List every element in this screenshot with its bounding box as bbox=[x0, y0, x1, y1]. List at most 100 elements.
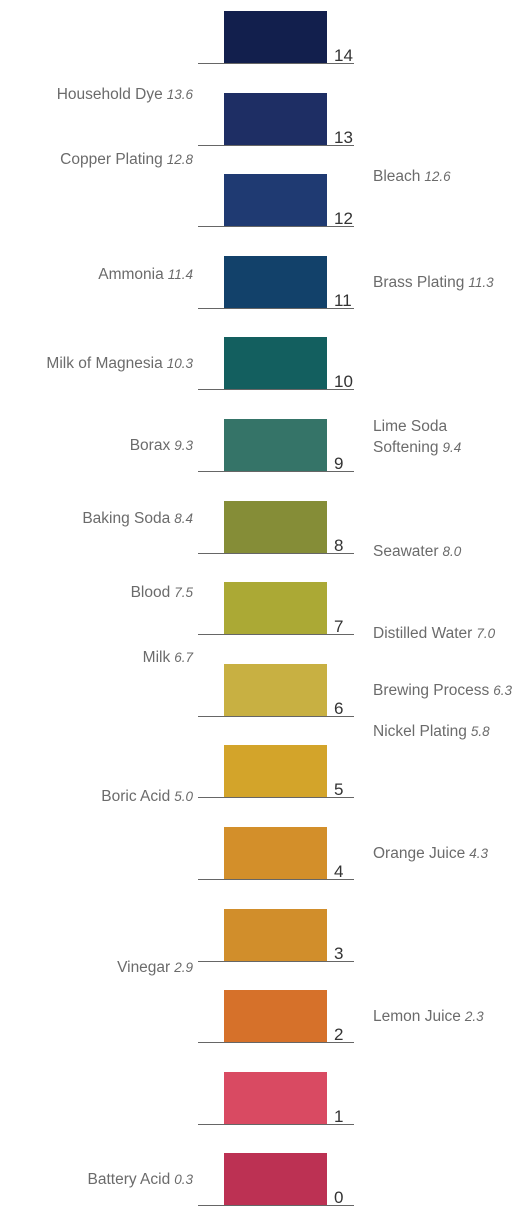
substance-ph-value: 12.8 bbox=[166, 152, 193, 168]
substance-name: Nickel Plating bbox=[373, 722, 467, 740]
substance-label: Boric Acid 5.0 bbox=[101, 787, 193, 808]
substance-name: Battery Acid bbox=[87, 1171, 171, 1189]
ph-number-2: 2 bbox=[334, 1025, 344, 1045]
ph-swatch-9 bbox=[224, 419, 327, 471]
substance-ph-value: 12.6 bbox=[424, 168, 451, 184]
ph-baseline-4 bbox=[198, 879, 354, 880]
ph-baseline-1 bbox=[198, 1123, 354, 1125]
substance-ph-value: 9.3 bbox=[174, 438, 193, 454]
ph-baseline-7 bbox=[198, 634, 354, 636]
substance-label: Vinegar 2.9 bbox=[117, 958, 193, 979]
substance-label: Brass Plating 11.3 bbox=[373, 273, 494, 294]
ph-number-11: 11 bbox=[334, 290, 352, 310]
substance-ph-value: 13.6 bbox=[166, 87, 193, 103]
substance-label: Bleach 12.6 bbox=[373, 167, 451, 188]
substance-label: Borax 9.3 bbox=[130, 436, 193, 457]
ph-swatch-6 bbox=[224, 663, 327, 716]
substance-label: Ammonia 11.4 bbox=[98, 265, 193, 286]
substance-name: Household Dye bbox=[56, 86, 163, 104]
substance-ph-value: 7.0 bbox=[476, 625, 496, 641]
substance-label: Lemon Juice 2.3 bbox=[373, 1007, 484, 1028]
substance-name: Boric Acid bbox=[101, 787, 171, 805]
ph-baseline-6 bbox=[198, 715, 354, 717]
ph-baseline-9 bbox=[198, 471, 354, 472]
ph-baseline-12 bbox=[198, 226, 354, 228]
substance-ph-value: 2.9 bbox=[174, 960, 193, 976]
ph-swatch-1 bbox=[224, 1071, 327, 1124]
ph-number-4: 4 bbox=[334, 862, 344, 881]
substance-label: Copper Plating 12.8 bbox=[60, 150, 193, 171]
substance-label: Battery Acid 0.3 bbox=[88, 1170, 194, 1191]
substance-ph-value: 8.0 bbox=[442, 544, 462, 560]
ph-swatch-0 bbox=[224, 1153, 327, 1206]
ph-baseline-13 bbox=[198, 144, 354, 146]
ph-swatch-10 bbox=[224, 337, 327, 390]
ph-number-5: 5 bbox=[334, 780, 344, 800]
substance-name: Lime Soda bbox=[373, 418, 448, 436]
substance-label: Nickel Plating 5.8 bbox=[373, 722, 490, 743]
substance-name: Ammonia bbox=[98, 265, 164, 283]
substance-name: Distilled Water bbox=[373, 624, 473, 642]
substance-name: Borax bbox=[129, 437, 171, 455]
ph-number-9: 9 bbox=[334, 454, 344, 473]
substance-label: Brewing Process 6.3 bbox=[373, 681, 512, 702]
ph-swatch-13 bbox=[224, 92, 327, 145]
substance-label: Distilled Water 7.0 bbox=[373, 624, 495, 645]
substance-ph-value: 7.5 bbox=[174, 584, 193, 600]
ph-baseline-11 bbox=[198, 307, 354, 309]
ph-swatch-2 bbox=[224, 990, 327, 1043]
substance-name: Vinegar bbox=[117, 959, 171, 977]
ph-swatch-12 bbox=[224, 174, 327, 227]
substance-ph-value: 11.3 bbox=[468, 274, 494, 290]
substance-name: Brass Plating bbox=[373, 273, 465, 291]
substance-name: Milk bbox=[142, 649, 171, 667]
ph-number-13: 13 bbox=[334, 127, 353, 147]
substance-ph-value: 0.3 bbox=[174, 1172, 193, 1188]
ph-swatch-14 bbox=[224, 11, 327, 63]
ph-swatch-7 bbox=[224, 582, 327, 635]
ph-swatch-8 bbox=[224, 500, 327, 553]
substance-label: Lime Soda Softening 9.4 bbox=[373, 417, 461, 459]
ph-swatch-5 bbox=[224, 745, 327, 798]
substance-ph-value: 5.8 bbox=[470, 723, 490, 739]
substance-ph-value: 11.4 bbox=[167, 266, 193, 282]
substance-ph-value: 6.7 bbox=[174, 650, 193, 666]
substance-label: Household Dye 13.6 bbox=[57, 85, 193, 106]
substance-name: Brewing Process bbox=[373, 681, 490, 699]
ph-number-1: 1 bbox=[334, 1106, 344, 1126]
substance-ph-value: 8.4 bbox=[174, 511, 193, 527]
substance-label: Baking Soda 8.4 bbox=[82, 509, 193, 530]
ph-number-7: 7 bbox=[334, 617, 344, 637]
substance-label: Blood 7.5 bbox=[131, 583, 193, 604]
substance-ph-value: 2.3 bbox=[464, 1009, 484, 1025]
ph-swatch-3 bbox=[224, 908, 327, 961]
substance-name: Softening bbox=[373, 439, 439, 457]
substance-ph-value: 9.4 bbox=[442, 440, 462, 456]
ph-number-8: 8 bbox=[334, 535, 344, 555]
substance-label: Seawater 8.0 bbox=[373, 542, 461, 563]
substance-name: Seawater bbox=[373, 543, 439, 561]
substance-name: Milk of Magnesia bbox=[46, 355, 163, 373]
substance-ph-value: 10.3 bbox=[166, 356, 193, 372]
substance-ph-value: 4.3 bbox=[469, 846, 488, 862]
ph-number-12: 12 bbox=[334, 209, 353, 229]
ph-number-10: 10 bbox=[334, 372, 353, 392]
substance-name: Copper Plating bbox=[60, 151, 163, 169]
ph-number-6: 6 bbox=[334, 698, 344, 718]
substance-name: Bleach bbox=[373, 167, 421, 185]
substance-label: Orange Juice 4.3 bbox=[373, 844, 488, 865]
ph-baseline-2 bbox=[198, 1042, 354, 1044]
ph-baseline-5 bbox=[198, 797, 354, 799]
substance-ph-value: 6.3 bbox=[493, 682, 513, 698]
ph-baseline-10 bbox=[198, 389, 354, 391]
substance-name: Orange Juice bbox=[373, 845, 466, 863]
ph-baseline-14 bbox=[198, 63, 354, 64]
ph-baseline-8 bbox=[198, 552, 354, 554]
substance-label: Milk of Magnesia 10.3 bbox=[46, 354, 193, 375]
substance-name: Blood bbox=[130, 583, 171, 601]
substance-name: Lemon Juice bbox=[373, 1008, 461, 1026]
ph-swatch-11 bbox=[224, 255, 327, 308]
ph-number-3: 3 bbox=[334, 943, 344, 963]
substance-name: Baking Soda bbox=[82, 510, 171, 528]
